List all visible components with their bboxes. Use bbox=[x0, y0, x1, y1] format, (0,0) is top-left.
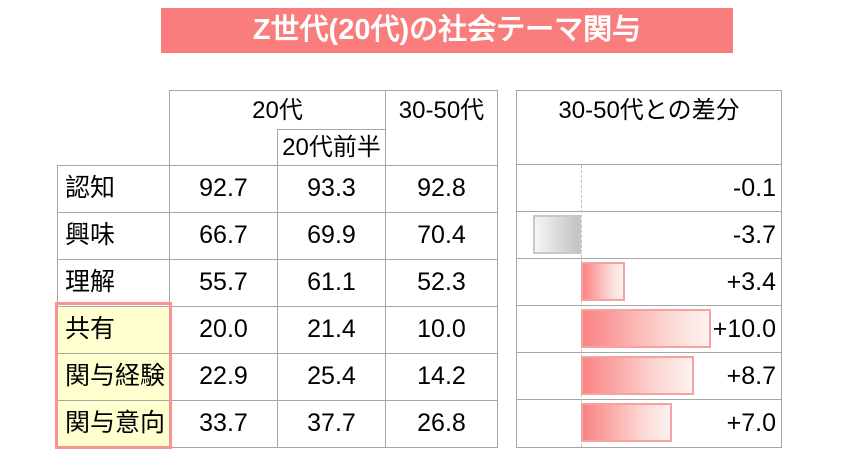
value-30-50dai: 92.8 bbox=[386, 166, 498, 213]
value-20dai: 66.7 bbox=[170, 213, 278, 260]
value-30-50dai: 10.0 bbox=[386, 307, 498, 354]
value-20dai: 55.7 bbox=[170, 260, 278, 307]
row-label: 認知 bbox=[58, 166, 170, 213]
row-label: 理解 bbox=[58, 260, 170, 307]
value-30-50dai: 52.3 bbox=[386, 260, 498, 307]
diff-value-label: +8.7 bbox=[726, 362, 776, 390]
row-label-highlighted: 関与意向 bbox=[58, 401, 170, 448]
diff-chart-panel: 30-50代との差分 -0.1 -3.7 +3.4 +10.0 +8.7 +7.… bbox=[516, 90, 782, 448]
diff-value-label: -0.1 bbox=[732, 174, 776, 202]
diff-value-label: +7.0 bbox=[726, 409, 776, 437]
value-20dai: 22.9 bbox=[170, 354, 278, 401]
value-20dai-zenhan: 69.9 bbox=[278, 213, 386, 260]
diff-bar bbox=[533, 215, 581, 254]
diff-bar bbox=[581, 309, 711, 348]
page-title: Z世代(20代)の社会テーマ関与 bbox=[161, 8, 733, 53]
diff-row: +8.7 bbox=[517, 353, 781, 400]
value-20dai-zenhan: 25.4 bbox=[278, 354, 386, 401]
diff-bar bbox=[581, 356, 694, 395]
diff-row: +10.0 bbox=[517, 306, 781, 353]
value-30-50dai: 70.4 bbox=[386, 213, 498, 260]
row-label: 興味 bbox=[58, 213, 170, 260]
diff-row: -0.1 bbox=[517, 165, 781, 212]
row-label-highlighted: 共有 bbox=[58, 307, 170, 354]
value-20dai: 92.7 bbox=[170, 166, 278, 213]
value-20dai-zenhan: 61.1 bbox=[278, 260, 386, 307]
diff-value-label: -3.7 bbox=[732, 221, 776, 249]
zero-axis-line bbox=[581, 165, 582, 447]
value-20dai-zenhan: 37.7 bbox=[278, 401, 386, 448]
value-20dai: 33.7 bbox=[170, 401, 278, 448]
row-label-highlighted: 関与経験 bbox=[58, 354, 170, 401]
diff-bar bbox=[581, 403, 672, 442]
value-20dai-zenhan: 93.3 bbox=[278, 166, 386, 213]
value-20dai: 20.0 bbox=[170, 307, 278, 354]
diff-value-label: +10.0 bbox=[712, 315, 776, 343]
diff-row: +3.4 bbox=[517, 259, 781, 306]
data-table: 認知 92.7 93.3 92.8 興味 66.7 69.9 70.4 理解 5… bbox=[57, 165, 498, 448]
header-label-20dai: 20代 bbox=[252, 97, 303, 124]
value-30-50dai: 26.8 bbox=[386, 401, 498, 448]
diff-bar bbox=[581, 262, 625, 301]
value-20dai-zenhan: 21.4 bbox=[278, 307, 386, 354]
diff-panel-title: 30-50代との差分 bbox=[517, 91, 781, 165]
diff-row: +7.0 bbox=[517, 400, 781, 446]
value-30-50dai: 14.2 bbox=[386, 354, 498, 401]
header-cell-30-50dai: 30-50代 bbox=[386, 90, 498, 165]
diff-row: -3.7 bbox=[517, 212, 781, 259]
header-cell-20dai: 20代 20代前半 bbox=[169, 90, 386, 165]
header-cell-20dai-zenhan: 20代前半 bbox=[277, 129, 385, 165]
diff-value-label: +3.4 bbox=[726, 268, 776, 296]
